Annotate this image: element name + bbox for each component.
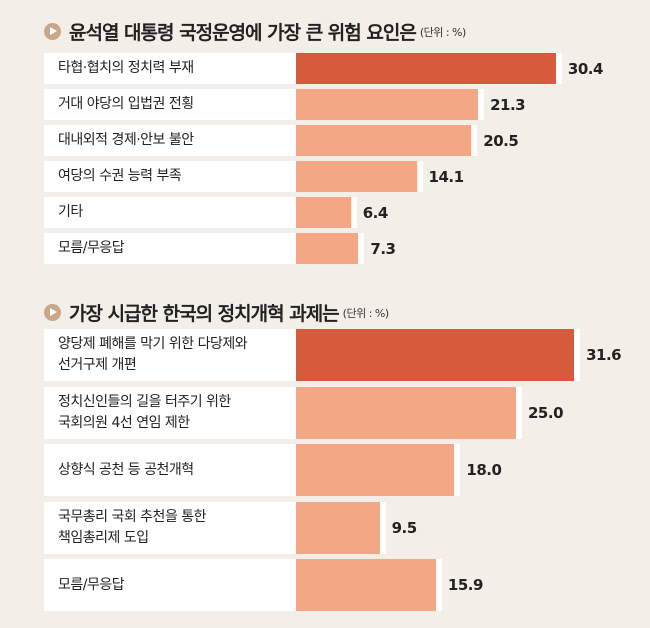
bar — [296, 89, 479, 120]
value-label: 9.5 — [391, 518, 418, 537]
play-bullet-icon — [44, 304, 61, 321]
value-label: 15.9 — [447, 576, 484, 594]
category-label: 국무총리 국회 추천을 통한 책임총리제 도입 — [58, 508, 207, 546]
value-label: 7.3 — [370, 239, 396, 258]
bar — [296, 197, 351, 228]
bar — [296, 386, 516, 439]
category-label: 대내외적 경제·안보 불안 — [58, 132, 194, 148]
unit-label: (단위 : %) — [342, 306, 389, 320]
value-label: 30.4 — [567, 59, 604, 78]
category-label: 거대 야당의 입법권 전횡 — [58, 96, 194, 112]
bar — [296, 161, 417, 192]
unit-label: (단위 : %) — [419, 25, 466, 39]
chart-1-title: 윤석열 대통령 국정운영에 가장 큰 위험 요인은 (단위 : %) — [44, 18, 466, 45]
chart-title: 가장 시급한 한국의 정치개혁 과제는 — [69, 303, 340, 325]
bar — [296, 559, 436, 611]
value-label: 14.1 — [428, 167, 465, 186]
value-label: 25.0 — [528, 403, 564, 422]
chart-2-title: 가장 시급한 한국의 정치개혁 과제는 (단위 : %) — [44, 299, 389, 326]
value-label: 31.6 — [586, 346, 622, 364]
value-label: 21.3 — [490, 95, 526, 114]
bar — [296, 501, 380, 554]
category-label: 모름/무응답 — [58, 576, 125, 593]
value-label: 6.4 — [362, 203, 389, 222]
bar — [296, 444, 455, 496]
category-label: 기타 — [58, 204, 83, 220]
bar — [296, 329, 575, 381]
play-bullet-icon — [44, 23, 61, 40]
bar — [296, 53, 556, 84]
category-label: 타협·협치의 정치력 부재 — [58, 60, 194, 76]
value-label: 20.5 — [483, 131, 519, 150]
bar — [296, 125, 472, 156]
value-label: 18.0 — [466, 461, 502, 479]
category-label: 모름/무응답 — [58, 240, 125, 256]
bar — [296, 233, 359, 264]
category-label: 양당제 폐해를 막기 위한 다당제와 선거구제 개편 — [58, 336, 248, 373]
chart-title: 윤석열 대통령 국정운영에 가장 큰 위험 요인은 — [69, 22, 417, 44]
category-label: 정치신인들의 길을 터주기 위한 국회의원 4선 연임 제한 — [58, 393, 231, 431]
category-label: 상향식 공천 등 공천개혁 — [58, 461, 194, 478]
category-label: 여당의 수권 능력 부족 — [58, 168, 182, 184]
